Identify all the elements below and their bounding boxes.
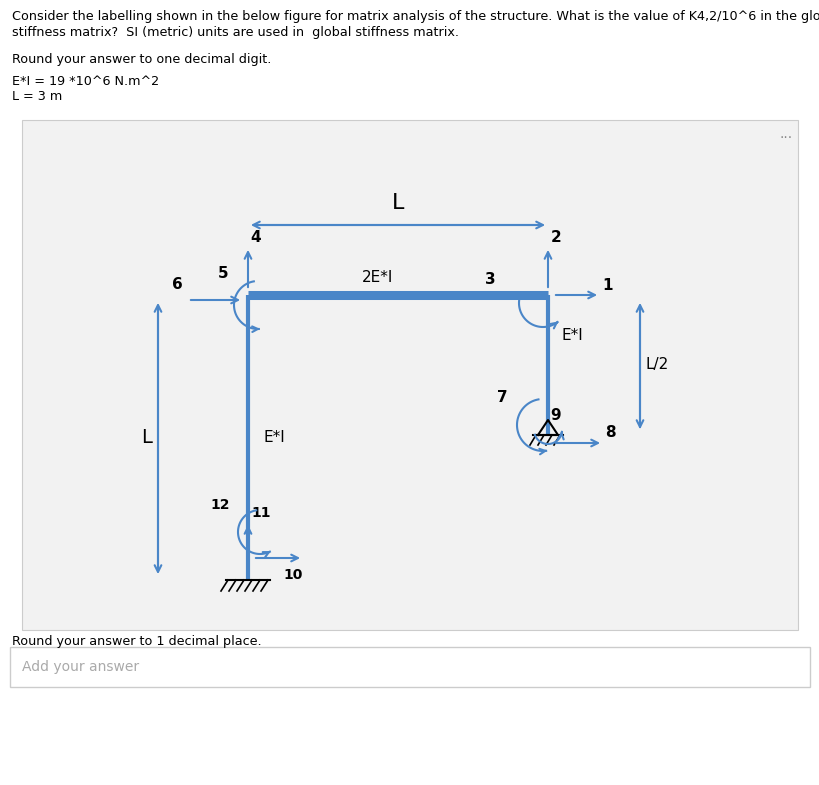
Text: L/2: L/2 [645, 357, 668, 373]
Text: 3: 3 [485, 272, 495, 287]
FancyBboxPatch shape [10, 647, 809, 687]
FancyBboxPatch shape [22, 120, 797, 630]
Text: 5: 5 [217, 266, 228, 281]
Text: 1: 1 [601, 278, 612, 293]
Text: 10: 10 [283, 568, 302, 582]
Text: E*I: E*I [561, 327, 583, 342]
Text: 8: 8 [604, 425, 615, 440]
Text: L = 3 m: L = 3 m [12, 90, 62, 103]
Text: L: L [141, 428, 152, 447]
Text: 7: 7 [497, 390, 508, 405]
Text: ...: ... [779, 127, 792, 141]
Text: 11: 11 [251, 506, 270, 520]
Text: E*I = 19 *10^6 N.m^2: E*I = 19 *10^6 N.m^2 [12, 75, 159, 88]
Text: 9: 9 [550, 408, 560, 423]
Text: Round your answer to 1 decimal place.: Round your answer to 1 decimal place. [12, 635, 261, 648]
Text: Consider the labelling shown in the below figure for matrix analysis of the stru: Consider the labelling shown in the belo… [12, 10, 819, 23]
Text: E*I: E*I [264, 430, 285, 445]
Text: Round your answer to one decimal digit.: Round your answer to one decimal digit. [12, 53, 271, 66]
Text: stiffness matrix?  SI (metric) units are used in  global stiffness matrix.: stiffness matrix? SI (metric) units are … [12, 26, 459, 39]
Text: 4: 4 [250, 230, 260, 245]
Text: L: L [391, 193, 404, 213]
Text: 12: 12 [210, 498, 229, 512]
Text: Add your answer: Add your answer [22, 660, 139, 674]
Text: 6: 6 [172, 277, 183, 292]
Text: 2E*I: 2E*I [362, 270, 393, 285]
Text: 2: 2 [550, 230, 561, 245]
